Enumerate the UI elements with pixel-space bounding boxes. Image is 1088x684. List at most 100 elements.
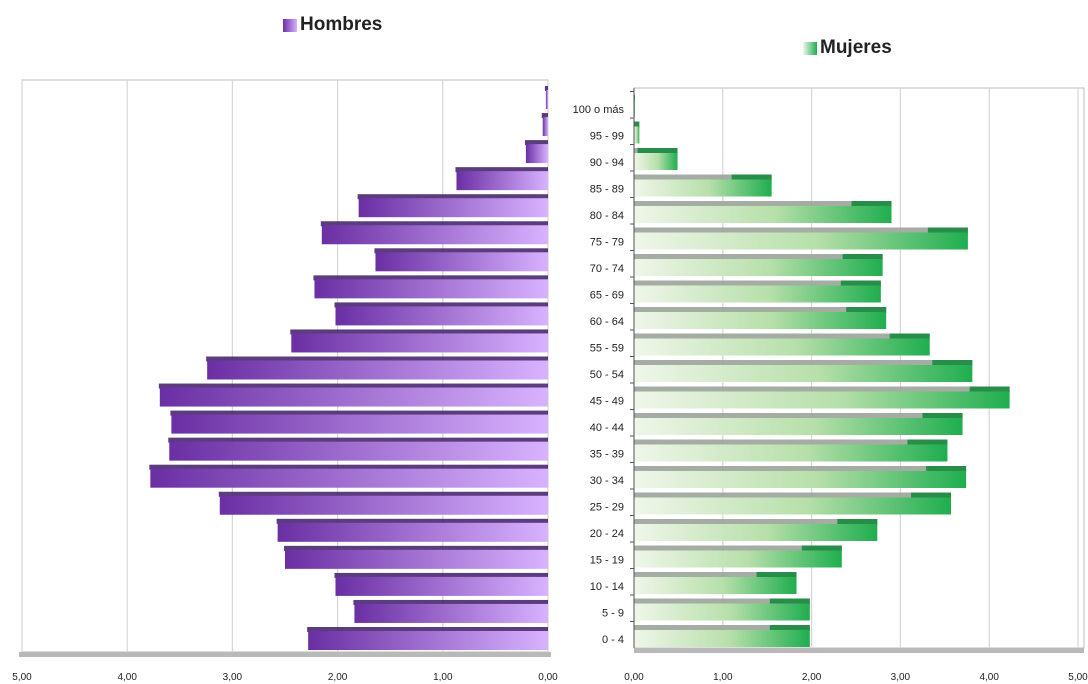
- bar-top-mujeres: [634, 333, 930, 340]
- bar-mujeres-10 - 14: [634, 577, 797, 594]
- bar-hombres-95 - 99: [542, 117, 548, 137]
- bar-top-hombres: [276, 518, 548, 524]
- bar-top-hombres: [218, 491, 548, 497]
- category-label: 55 - 59: [590, 343, 624, 355]
- bar-top-accent-mujeres: [969, 386, 1010, 393]
- bar-top-mujeres: [634, 280, 881, 287]
- bar-top-accent-mujeres: [769, 625, 810, 631]
- panel-hombres: 5,00 4,00 3,00 2,00 1,00 0,00: [12, 79, 558, 683]
- bar-top-mujeres: [634, 572, 797, 578]
- bar-top-mujeres: [634, 439, 948, 446]
- tick-label-mujeres: 2,00: [802, 672, 822, 683]
- bar-top-hombres: [170, 410, 548, 416]
- tick-label-hombres: 1,00: [433, 672, 453, 683]
- bar-top-accent-mujeres: [837, 519, 878, 525]
- category-label: 60 - 64: [590, 316, 624, 328]
- bar-top-accent-mujeres: [932, 360, 973, 366]
- category-label: 20 - 24: [590, 528, 624, 540]
- bar-top-mujeres: [634, 545, 842, 552]
- category-label: 65 - 69: [590, 290, 624, 302]
- bar-hombres-60 - 64: [335, 306, 548, 326]
- bar-hombres-30 - 34: [150, 468, 548, 488]
- bar-top-hombres: [357, 194, 548, 200]
- bar-hombres-65 - 69: [314, 279, 548, 299]
- bar-top-mujeres: [634, 466, 967, 472]
- bar-top-accent-mujeres: [731, 174, 772, 181]
- bar-top-hombres: [206, 356, 549, 362]
- bar-top-hombres: [168, 437, 548, 443]
- category-label: 10 - 14: [590, 581, 624, 593]
- bar-top-hombres: [284, 545, 548, 551]
- bar-mujeres-75 - 79: [634, 232, 968, 250]
- category-label: 50 - 54: [590, 369, 624, 381]
- bar-top-accent-mujeres: [634, 121, 640, 128]
- bar-top-accent-mujeres: [922, 413, 963, 419]
- bar-mujeres-65 - 69: [634, 285, 881, 303]
- bar-hombres-100 o más: [545, 90, 548, 109]
- bar-top-hombres: [544, 86, 548, 91]
- bar-top-mujeres: [634, 360, 973, 366]
- bar-top-accent-mujeres: [637, 148, 678, 154]
- bar-top-accent-mujeres: [907, 439, 948, 446]
- bar-mujeres-45 - 49: [634, 391, 1010, 409]
- bar-top-hombres: [158, 383, 548, 389]
- category-label: 25 - 29: [590, 502, 624, 514]
- bar-top-hombres: [455, 167, 548, 173]
- tick-label-mujeres: 5,00: [1068, 672, 1088, 683]
- bar-top-accent-mujeres: [769, 598, 810, 605]
- legend-swatch-hombres: [283, 18, 297, 32]
- tick-label-mujeres: 1,00: [713, 672, 733, 683]
- tick-label-hombres: 2,00: [328, 672, 348, 683]
- bar-top-hombres: [307, 627, 548, 632]
- panel-mujeres: 0 - 4 5 - 9 10 - 14 15 - 19 20 - 24 25 - 29 30…: [573, 87, 1088, 683]
- legend-mujeres: Mujeres: [803, 37, 892, 59]
- bar-hombres-55 - 59: [291, 333, 548, 353]
- bar-top-accent-mujeres: [926, 466, 967, 472]
- bar-hombres-80 - 84: [358, 198, 548, 218]
- category-label: 5 - 9: [602, 608, 624, 620]
- legend-label-hombres: Hombres: [300, 14, 383, 35]
- bar-top-mujeres: [634, 254, 883, 260]
- legend-swatch-mujeres: [803, 41, 817, 55]
- bar-top-hombres: [334, 572, 548, 578]
- tick-label-hombres: 0,00: [538, 672, 558, 683]
- bar-top-accent-mujeres: [842, 254, 883, 260]
- floor-hombres: [19, 652, 551, 657]
- legend-hombres: Hombres: [283, 14, 382, 36]
- bar-mujeres-55 - 59: [634, 338, 930, 356]
- category-label: 90 - 94: [590, 157, 624, 169]
- bar-mujeres-25 - 29: [634, 497, 952, 515]
- bar-hombres-70 - 74: [375, 252, 548, 272]
- category-label: 35 - 39: [590, 449, 624, 461]
- bar-mujeres-5 - 9: [634, 603, 810, 621]
- bar-hombres-5 - 9: [354, 603, 548, 623]
- category-label: 30 - 34: [590, 475, 624, 487]
- category-label: 15 - 19: [590, 555, 624, 567]
- bar-top-hombres: [541, 113, 548, 119]
- bar-mujeres-60 - 64: [634, 312, 887, 329]
- bar-top-hombres: [290, 329, 548, 335]
- category-label: 45 - 49: [590, 396, 624, 408]
- bar-hombres-90 - 94: [525, 144, 548, 164]
- category-label: 100 o más: [573, 104, 625, 116]
- tick-label-hombres: 5,00: [12, 672, 32, 683]
- category-label: 40 - 44: [590, 422, 624, 434]
- tick-label-hombres: 3,00: [223, 672, 243, 683]
- bar-hombres-75 - 79: [321, 225, 548, 245]
- bar-top-hombres: [149, 464, 548, 470]
- category-label: 95 - 99: [590, 131, 624, 143]
- bar-top-mujeres: [634, 413, 963, 419]
- bar-top-accent-mujeres: [911, 492, 952, 499]
- bar-top-mujeres: [634, 519, 878, 525]
- bar-hombres-10 - 14: [335, 576, 548, 596]
- tick-label-hombres: 4,00: [117, 672, 137, 683]
- bar-mujeres-50 - 54: [634, 365, 973, 382]
- bar-top-accent-mujeres: [840, 280, 881, 287]
- bar-top-mujeres: [634, 625, 810, 631]
- bar-top-mujeres: [634, 307, 887, 313]
- bar-hombres-50 - 54: [207, 360, 549, 380]
- category-label: 75 - 79: [590, 237, 624, 249]
- bar-top-accent-mujeres: [927, 227, 968, 234]
- bar-top-hombres: [524, 140, 548, 146]
